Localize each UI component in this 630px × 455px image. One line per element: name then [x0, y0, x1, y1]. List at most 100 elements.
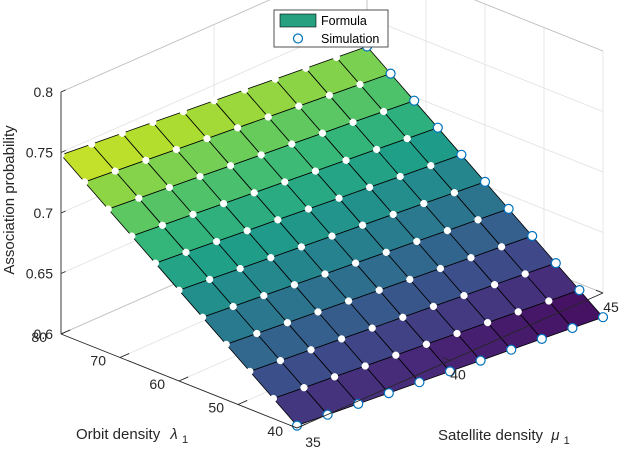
y-axis-label: Satellite density μ 1: [438, 427, 570, 447]
simulation-point-1-1: [300, 384, 308, 392]
simulation-point-1-8: [514, 308, 522, 316]
simulation-point-4-4: [321, 270, 329, 278]
simulation-point-10-3: [149, 118, 157, 127]
simulation-point-6-6: [335, 194, 343, 202]
simulation-point-2-6: [429, 302, 438, 311]
simulation-point-2-8: [490, 281, 499, 289]
simulation-point-1-9: [545, 297, 553, 305]
simulation-point-3-4: [344, 297, 353, 305]
legend-simulation-label: Simulation: [321, 32, 379, 46]
z-tick-1: [60, 271, 66, 274]
simulation-point-3-7: [436, 264, 445, 273]
z-tick-label-3: 0.75: [26, 145, 53, 161]
simulation-point-9-5: [233, 124, 242, 132]
simulation-point-6-2: [212, 237, 221, 246]
simulation-point-5-9: [450, 189, 459, 197]
simulation-point-1-6: [453, 329, 461, 338]
y-tick-label-2: 45: [603, 299, 619, 315]
x-tick-label-3: 70: [90, 353, 106, 369]
simulation-point-10-1: [87, 140, 96, 148]
simulation-point-8-5: [257, 151, 265, 159]
z-tick-0: [60, 331, 66, 335]
x-tick-3: [119, 353, 130, 358]
simulation-point-4-6: [382, 248, 390, 256]
simulation-point-4-5: [351, 259, 360, 267]
simulation-point-7-7: [342, 156, 350, 164]
simulation-point-0-9: [567, 322, 578, 334]
simulation-point-8-0: [104, 205, 112, 213]
simulation-point-10-2: [118, 129, 126, 137]
simulation-point-9-10: [385, 68, 396, 79]
simulation-point-5-6: [358, 221, 367, 229]
simulation-point-2-5: [399, 313, 407, 321]
z-tick-2: [60, 210, 66, 214]
simulation-point-8-3: [196, 172, 204, 181]
simulation-point-3-10: [527, 230, 538, 242]
simulation-point-8-4: [226, 162, 235, 170]
simulation-point-9-1: [111, 167, 119, 175]
simulation-point-0-3: [383, 388, 394, 399]
z-tick-label-0: 0.6: [34, 326, 54, 342]
simulation-point-7-8: [372, 145, 381, 154]
simulation-point-4-1: [229, 302, 237, 311]
z-axis-label: Association probability: [1, 125, 18, 275]
simulation-point-2-0: [246, 367, 254, 376]
simulation-point-8-9: [379, 107, 388, 116]
simulation-point-2-3: [337, 335, 346, 343]
simulation-point-8-7: [318, 129, 327, 137]
simulation-point-3-8: [467, 254, 475, 262]
simulation-point-1-0: [269, 394, 278, 403]
simulation-point-2-2: [307, 346, 315, 354]
simulation-point-1-3: [361, 362, 369, 370]
simulation-point-4-9: [474, 216, 482, 224]
simulation-point-3-1: [253, 329, 261, 338]
simulation-point-9-2: [142, 156, 150, 164]
x-tick-label-2: 60: [149, 376, 165, 392]
simulation-point-1-5: [422, 340, 431, 348]
x-axis-label: Orbit density λ 1: [76, 426, 188, 446]
simulation-point-2-1: [276, 356, 285, 365]
simulation-point-10-6: [240, 86, 249, 94]
box-edge-side-top: [473, 0, 604, 52]
z-tick-label-1: 0.65: [26, 266, 53, 282]
x-tick-label-1: 50: [208, 400, 224, 416]
simulation-point-10-9: [332, 53, 341, 62]
simulation-point-6-9: [427, 161, 435, 170]
simulation-point-5-7: [389, 210, 397, 219]
simulation-point-6-4: [274, 216, 282, 224]
simulation-point-3-5: [375, 286, 383, 294]
simulation-point-5-8: [420, 199, 428, 208]
simulation-point-2-7: [460, 291, 468, 300]
simulation-point-10-7: [271, 75, 279, 83]
y-tick-2: [595, 289, 604, 294]
simulation-point-9-0: [80, 178, 89, 186]
simulation-point-7-10: [432, 122, 443, 133]
z-tick-3: [60, 150, 66, 153]
y-tick-label-1: 40: [450, 367, 466, 383]
simulation-point-7-0: [128, 232, 136, 240]
x-tick-2: [178, 376, 189, 382]
simulation-point-7-9: [403, 134, 411, 143]
box-edge-back-top: [60, 0, 271, 93]
simulation-point-0-4: [414, 377, 425, 388]
simulation-point-9-7: [295, 102, 303, 110]
simulation-point-0-0: [291, 420, 303, 431]
simulation-point-1-10: [574, 285, 585, 296]
legend-formula-label: Formula: [321, 14, 367, 28]
y-tick-1: [442, 357, 451, 361]
simulation-point-6-5: [304, 205, 313, 213]
simulation-point-5-4: [297, 243, 306, 251]
simulation-point-6-10: [456, 149, 467, 160]
simulation-point-8-6: [288, 140, 296, 148]
simulation-point-2-9: [521, 270, 529, 278]
simulation-point-7-6: [311, 167, 320, 175]
simulation-point-2-4: [368, 324, 376, 332]
simulation-point-5-5: [328, 232, 336, 240]
simulation-point-4-8: [443, 226, 452, 235]
simulation-point-1-4: [392, 351, 400, 359]
simulation-point-9-4: [203, 134, 211, 143]
x-tick-0: [296, 423, 307, 429]
simulation-point-4-3: [290, 281, 299, 289]
x-tick-1: [237, 400, 248, 405]
